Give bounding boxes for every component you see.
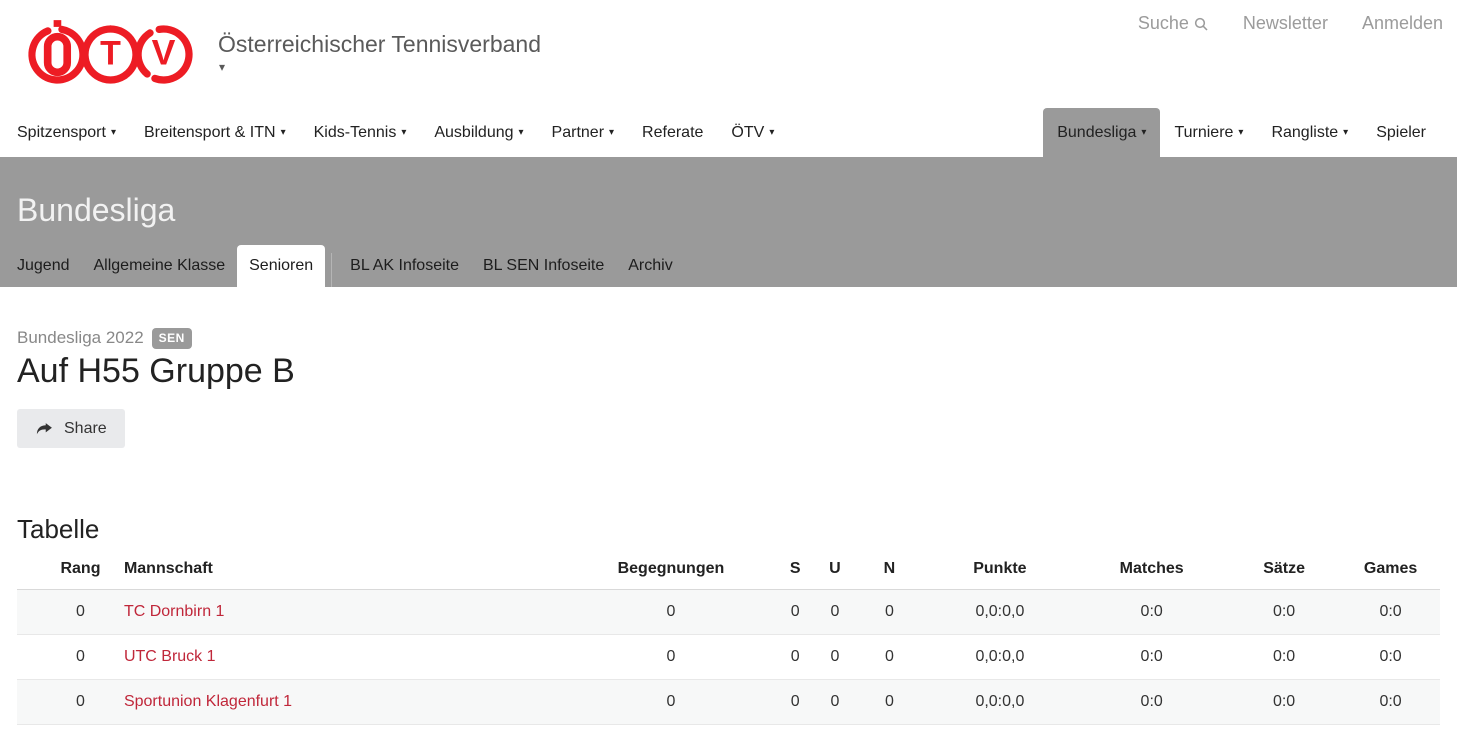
svg-text:T: T: [100, 34, 121, 72]
svg-text:V: V: [152, 32, 176, 72]
